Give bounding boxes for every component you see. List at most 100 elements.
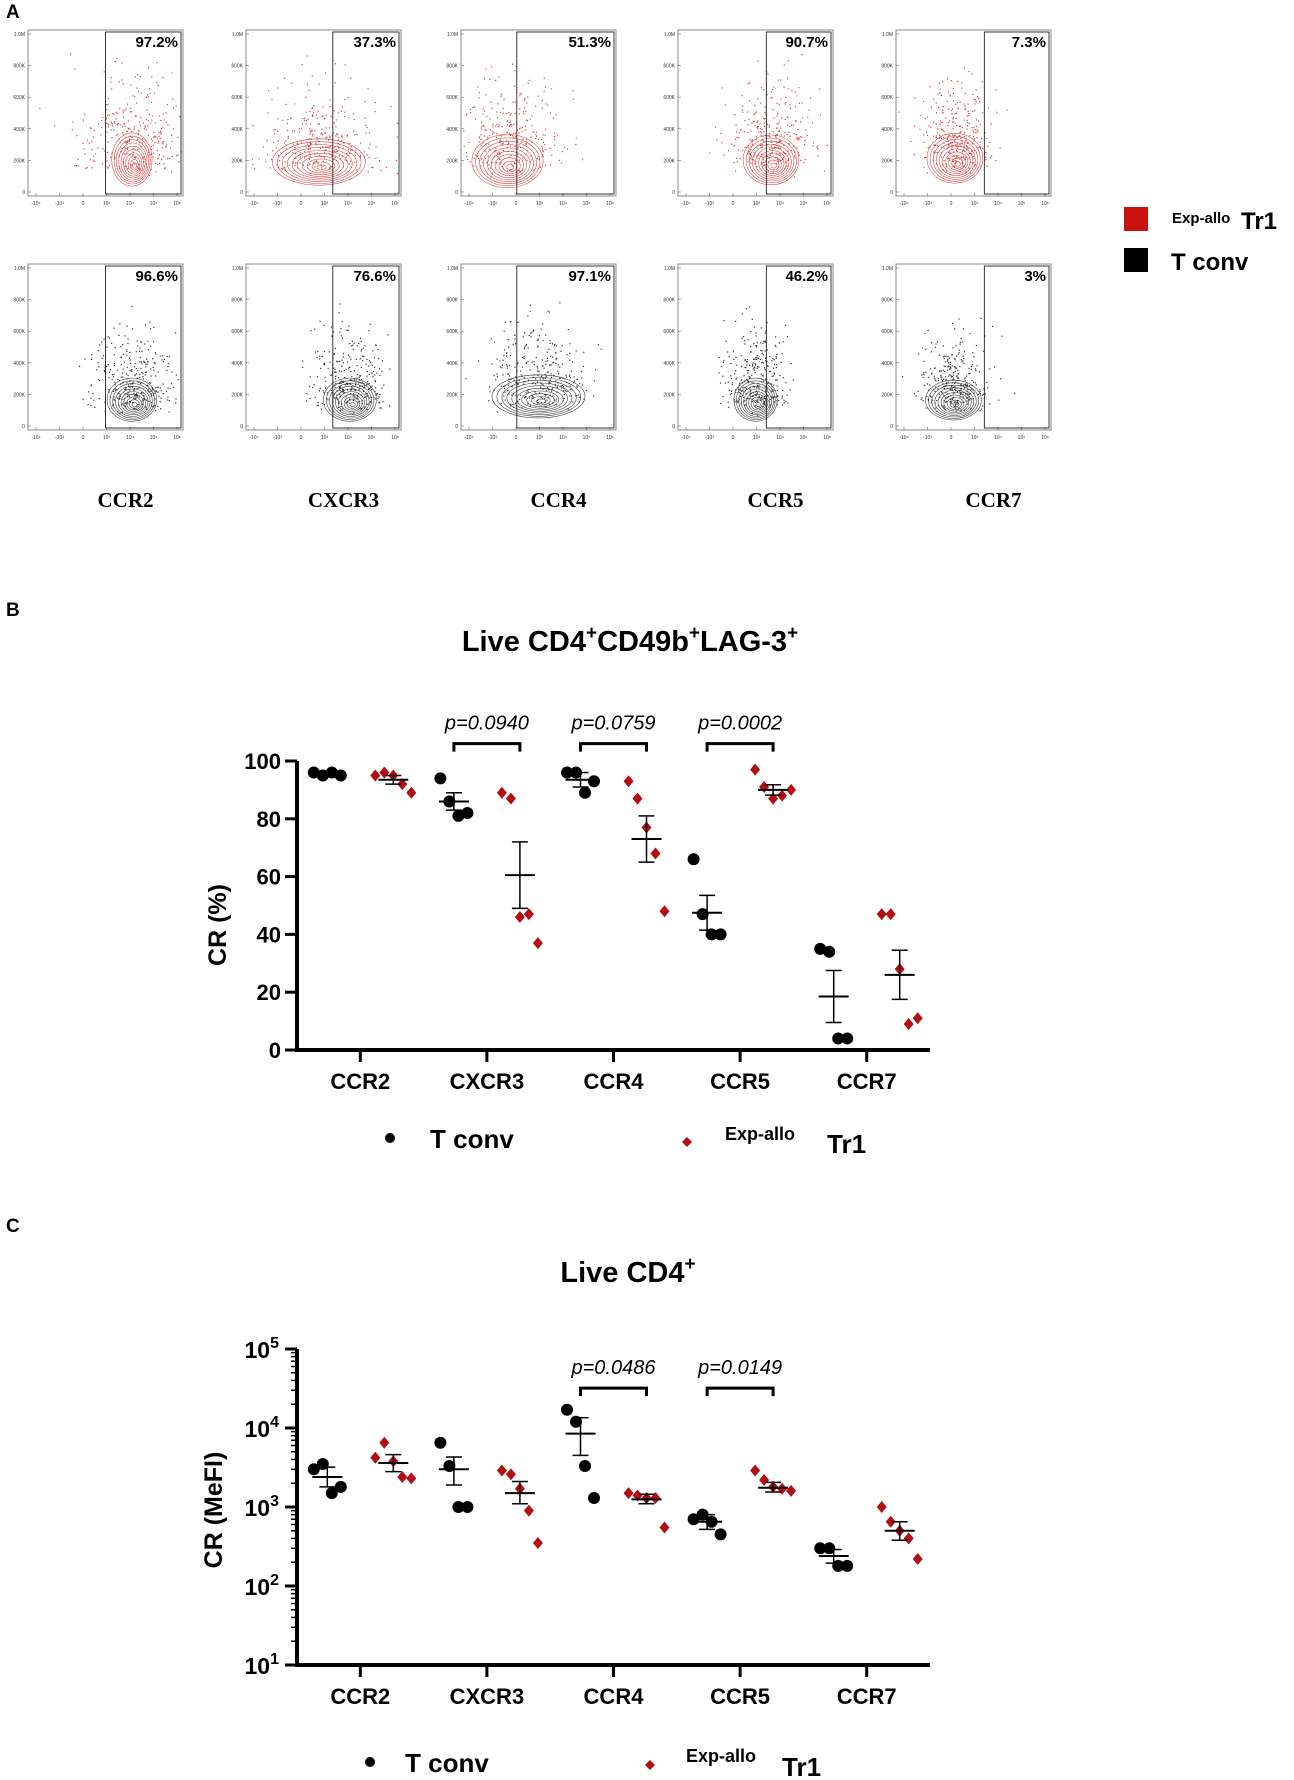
flow-event-dot: [761, 350, 763, 352]
flow-event-dot: [138, 129, 140, 131]
flow-event-dot: [379, 401, 381, 403]
flow-event-dot: [569, 343, 571, 345]
data-point-tconv: [841, 1032, 854, 1045]
flow-gate: [765, 265, 832, 429]
flow-event-dot: [947, 381, 949, 383]
data-point-tconv: [714, 1528, 727, 1541]
flow-event-dot: [348, 383, 350, 385]
flow-event-dot: [992, 325, 994, 328]
flow-event-dot: [910, 141, 912, 143]
flow-event-dot: [120, 356, 122, 358]
flow-event-dot: [84, 358, 86, 360]
flow-event-dot: [142, 373, 144, 375]
flow-event-dot: [775, 357, 777, 359]
flow-event-dot: [127, 391, 129, 393]
flow-event-dot: [521, 366, 523, 368]
data-point-tconv: [579, 1460, 591, 1473]
flow-event-dot: [512, 63, 514, 65]
flow-event-dot: [964, 108, 966, 110]
flow-event-dot: [137, 148, 139, 150]
flow-event-dot: [136, 102, 138, 104]
flow-event-dot: [790, 107, 792, 109]
flow-event-dot: [544, 377, 547, 380]
flow-event-dot: [358, 342, 360, 345]
flow-event-dot: [156, 81, 158, 83]
flow-event-dot: [816, 146, 818, 149]
flow-event-dot: [499, 153, 501, 155]
flow-event-dot: [170, 383, 172, 385]
flow-event-dot: [740, 393, 742, 395]
flow-y-tick: 600K: [231, 95, 243, 101]
flow-event-dot: [973, 392, 975, 394]
flow-event-dot: [752, 159, 754, 161]
flow-contour-line: [491, 374, 586, 419]
flow-event-dot: [972, 155, 974, 157]
flow-event-dot: [969, 172, 971, 174]
flow-x-tick: 10³: [321, 435, 329, 441]
flow-event-dot: [733, 358, 735, 360]
flow-event-dot: [949, 160, 951, 162]
flow-event-dot: [971, 153, 973, 155]
flow-event-dot: [136, 340, 138, 342]
flow-event-dot: [119, 124, 121, 126]
flow-event-dot: [525, 361, 527, 364]
flow-event-dot: [372, 376, 374, 378]
flow-event-dot: [374, 111, 376, 113]
flow-event-dot: [316, 117, 318, 119]
flow-event-dot: [954, 166, 956, 168]
flow-contour-line: [123, 394, 144, 412]
flow-event-dot: [323, 351, 325, 353]
flow-event-dot: [339, 393, 341, 395]
flow-contour-line: [764, 156, 782, 173]
flow-event-dot: [535, 393, 537, 395]
flow-event-dot: [504, 391, 506, 393]
flow-event-dot: [784, 118, 786, 120]
flow-event-dot: [782, 157, 785, 159]
flow-event-dot: [123, 153, 125, 155]
flow-event-dot: [171, 72, 173, 74]
flow-event-dot: [762, 144, 764, 146]
flow-event-dot: [323, 363, 325, 365]
flow-event-dot: [929, 395, 932, 397]
flow-y-tick: 1.0M: [882, 266, 893, 272]
flow-event-dot: [316, 152, 318, 154]
flow-event-dot: [959, 343, 961, 345]
title-b-part-1: Live CD4: [462, 626, 586, 658]
flow-event-dot: [294, 149, 296, 151]
flow-event-dot: [128, 393, 130, 395]
flow-event-dot: [111, 378, 113, 380]
flow-event-dot: [810, 97, 812, 99]
flow-event-dot: [347, 154, 349, 156]
flow-event-dot: [311, 107, 313, 109]
flow-event-dot: [167, 365, 169, 368]
flow-event-dot: [129, 128, 131, 130]
flow-event-dot: [359, 156, 361, 158]
flow-event-dot: [773, 117, 775, 119]
flow-event-dot: [311, 129, 313, 131]
flow-event-dot: [750, 392, 752, 395]
flow-event-dot: [489, 118, 491, 120]
data-point-tconv: [461, 1501, 474, 1513]
flow-event-dot: [541, 401, 543, 404]
flow-event-dot: [545, 363, 547, 365]
flow-contour-line: [942, 148, 971, 174]
flow-event-dot: [324, 376, 326, 379]
flow-event-dot: [514, 112, 516, 114]
flow-event-dot: [762, 342, 764, 344]
flow-event-dot: [538, 138, 540, 140]
flow-contour-line: [937, 389, 972, 415]
flow-event-dot: [776, 400, 778, 402]
flow-event-dot: [767, 382, 769, 384]
flow-event-dot: [975, 101, 977, 103]
flow-event-dot: [277, 87, 279, 89]
flow-event-dot: [731, 393, 733, 395]
flow-event-dot: [940, 146, 943, 148]
flow-event-dot: [135, 398, 137, 400]
flow-event-dot: [797, 129, 799, 131]
flow-contour-line: [471, 134, 544, 188]
flow-event-dot: [106, 122, 108, 124]
flow-events: [463, 63, 584, 178]
flow-event-dot: [83, 148, 85, 150]
flow-contour-line: [934, 387, 975, 416]
flow-event-dot: [756, 367, 758, 369]
